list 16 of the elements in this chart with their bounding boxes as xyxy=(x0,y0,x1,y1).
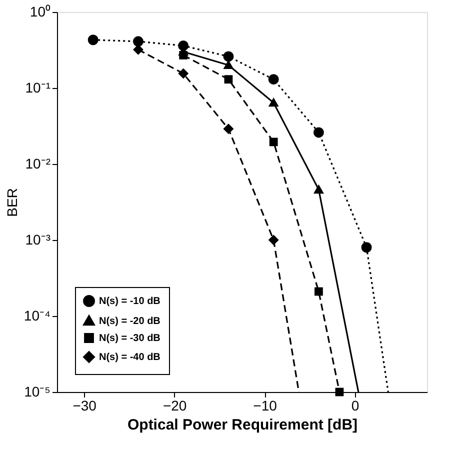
x-axis-title: Optical Power Requirement [dB] xyxy=(127,416,358,434)
legend-label: N(s) = -30 dB xyxy=(99,333,160,344)
y-tick-label: 10⁻³ xyxy=(25,232,51,248)
y-tick-label: 10⁻² xyxy=(25,156,51,172)
x-tick-label: −30 xyxy=(72,398,97,414)
y-tick-label: 10⁰ xyxy=(30,4,50,20)
y-tick-label: 10⁻⁴ xyxy=(24,308,50,324)
y-tick-label: 10⁻⁵ xyxy=(24,384,50,400)
legend-label: N(s) = -20 dB xyxy=(99,316,160,327)
y-axis-title: BER xyxy=(4,188,20,217)
y-tick-label: 10⁻¹ xyxy=(25,80,51,96)
x-tick-label: −20 xyxy=(162,398,187,414)
legend-label: N(s) = -40 dB xyxy=(99,352,160,363)
legend-label: N(s) = -10 dB xyxy=(99,296,160,307)
x-tick-label: 0 xyxy=(351,398,360,414)
x-tick-label: −10 xyxy=(253,398,278,414)
